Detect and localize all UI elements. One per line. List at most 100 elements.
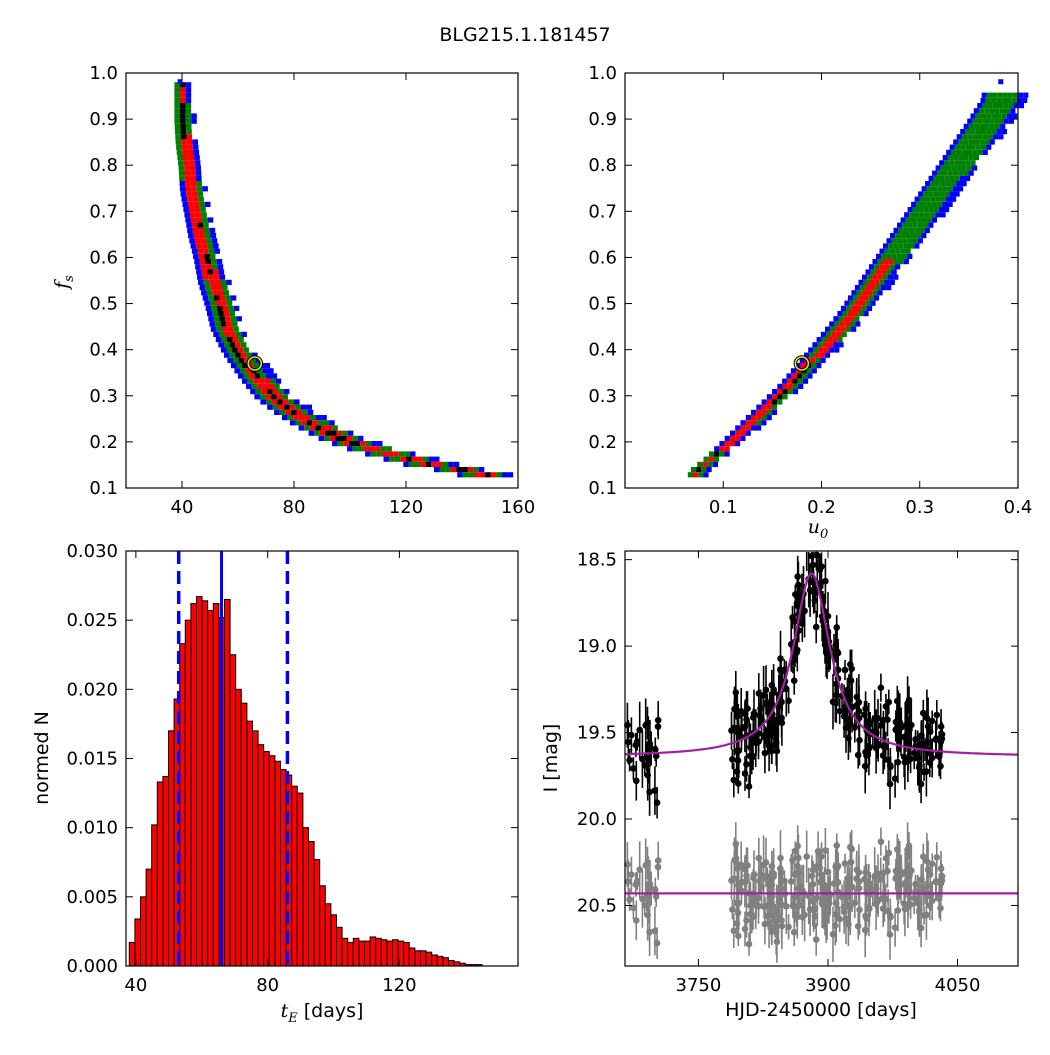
likelihood-cell [972,118,978,124]
histogram-bar [167,730,175,967]
likelihood-cell [174,92,180,98]
likelihood-cell [777,389,783,395]
residual-point [790,928,798,936]
histogram-bar [134,918,141,967]
likelihood-cell [756,409,762,415]
histogram-bar [358,940,365,967]
y-tick-label: 0.3 [588,386,617,407]
likelihood-cell [849,316,855,322]
likelihood-cell [883,243,889,249]
residual-point [874,870,882,877]
likelihood-cell [229,311,235,317]
panel-fs-vs-u0: 0.1 0.2 0.3 0.4 0.1 0.2 0.3 0.4 0.5 0.6 0.7 0.8 0.9 1… [588,63,1032,542]
likelihood-cell [756,425,762,431]
likelihood-cell [193,201,200,207]
likelihood-cell [193,149,200,155]
likelihood-cell [467,467,474,473]
likelihood-cell [408,461,415,467]
data-point [639,755,646,763]
likelihood-cell [925,181,931,187]
likelihood-cell [283,389,290,395]
likelihood-cell [198,227,204,233]
residual-point [794,913,801,921]
data-point [891,775,899,782]
likelihood-cell [468,472,474,478]
likelihood-cell [917,222,923,228]
data-point [741,770,749,777]
likelihood-cell [804,352,810,358]
likelihood-cell [496,472,502,478]
likelihood-cell [895,233,901,239]
likelihood-cell [975,144,981,150]
likelihood-cell [858,295,864,301]
likelihood-cell [183,155,189,161]
likelihood-cell [847,295,854,301]
histogram-bar [313,858,321,967]
residual-point [928,897,936,904]
residual-point [832,922,839,929]
likelihood-cell [782,383,788,389]
histogram-bar [330,914,337,967]
data-point [794,594,801,601]
histogram-bar [386,940,393,967]
likelihood-cell [972,165,978,171]
likelihood-cell [930,196,936,202]
likelihood-cell [889,279,895,285]
likelihood-cell [750,420,757,426]
likelihood-cell [237,373,244,379]
residual-point [892,867,900,875]
likelihood-cell [502,472,508,478]
likelihood-cell [226,300,233,306]
likelihood-cell [965,144,971,150]
likelihood-cell [183,207,189,213]
likelihood-cell [740,420,746,426]
y-tick-label: 0.9 [89,109,118,130]
data-point [758,704,765,712]
likelihood-cell [756,404,762,410]
likelihood-cell [724,435,730,441]
histogram-bar [251,730,259,967]
likelihood-cell [935,196,941,202]
data-point [933,711,941,719]
data-point [836,707,843,715]
likelihood-cell [174,82,180,88]
likelihood-cell [937,186,943,192]
likelihood-cell [369,446,376,452]
likelihood-cell [706,467,712,473]
likelihood-cell [461,467,468,473]
likelihood-cell [189,165,196,171]
x-tick-label: 0.3 [905,497,934,518]
likelihood-cell [277,399,283,405]
histogram-bar [453,961,461,967]
likelihood-cell [832,337,838,343]
likelihood-cell [220,321,227,327]
likelihood-cell [735,441,741,447]
likelihood-cell [201,290,207,296]
likelihood-cell [977,149,983,155]
data-point [817,579,825,586]
likelihood-cell [187,227,193,233]
likelihood-cell [898,227,904,233]
x-tick-label: 0.4 [1004,497,1033,518]
likelihood-cell [997,92,1003,98]
likelihood-cell [352,446,359,452]
likelihood-cell [249,373,255,379]
likelihood-cell [994,108,1000,114]
likelihood-cell [184,170,191,176]
likelihood-cell [816,363,822,369]
likelihood-cell [928,222,934,228]
likelihood-cell [947,186,953,192]
data-point [743,761,750,768]
likelihood-cell [991,113,997,119]
likelihood-cell [244,357,250,363]
x-tick-label: 40 [124,975,147,996]
histogram-bar [419,950,427,967]
histogram-bar [229,654,237,967]
y-tick-label: 0.7 [588,201,617,222]
histogram-bar [257,744,265,967]
likelihood-cell [729,435,736,441]
likelihood-cell [951,165,957,171]
likelihood-cell [982,103,988,109]
likelihood-cell [973,108,979,114]
x-tick-label: 0.2 [807,497,836,518]
